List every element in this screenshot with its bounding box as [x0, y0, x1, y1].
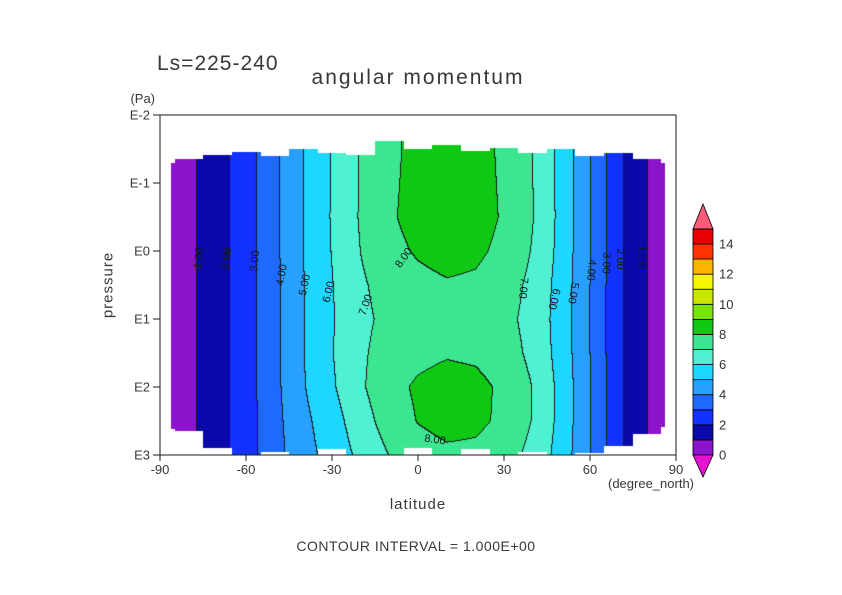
- ls-annotation: Ls=225-240: [157, 52, 279, 75]
- y-tick-label: E2: [134, 379, 150, 395]
- x-tick-label: -30: [322, 462, 342, 477]
- colorbar-segment: [692, 439, 714, 456]
- colorbar-tick-label: 14: [719, 237, 733, 252]
- colorbar-segment: [692, 409, 714, 426]
- x-tick-label: 30: [496, 462, 512, 477]
- y-tick-label: E1: [134, 311, 150, 327]
- latitude-unit-label: (degree_north): [608, 476, 694, 491]
- latitude-axis-label: latitude: [389, 496, 447, 513]
- colorbar-tick-label: 8: [719, 327, 726, 342]
- colorbar-tick-label: 12: [719, 267, 733, 282]
- colorbar-over-arrow: [692, 202, 714, 230]
- colorbar-segment: [692, 258, 714, 275]
- colorbar-segment: [692, 303, 714, 320]
- colorbar-tick-label: 2: [719, 417, 726, 432]
- colorbar-segment: [692, 334, 714, 350]
- colorbar-segment: [692, 379, 714, 396]
- y-tick-label: E3: [134, 447, 150, 463]
- y-tick-label: E-1: [129, 175, 150, 191]
- colorbar-tick-label: 4: [719, 387, 726, 402]
- colorbar-tick-label: 0: [719, 448, 726, 463]
- colorbar: 0 2 4 6 8 10 12 14: [692, 202, 733, 478]
- colorbar-segment: [692, 273, 714, 290]
- colorbar-segment: [692, 349, 714, 365]
- x-tick-label: 0: [414, 462, 422, 477]
- pressure-axis-label: pressure: [99, 251, 117, 319]
- colorbar-segment: [692, 364, 714, 381]
- colorbar-segment: [692, 288, 714, 305]
- colorbar-segment: [692, 424, 714, 441]
- colorbar-segment: [692, 243, 714, 260]
- colorbar-tick-label: 10: [719, 297, 733, 312]
- contour-interval-caption: CONTOUR INTERVAL = 1.000E+00: [296, 538, 536, 554]
- colorbar-under-arrow: [692, 454, 714, 478]
- colorbar-tick-label: 6: [719, 357, 726, 372]
- colorbar-segment: [692, 318, 714, 335]
- colorbar-segment: [692, 394, 714, 411]
- chart-title: angular momentum: [311, 66, 525, 89]
- contour-plot-canvas: [160, 115, 676, 455]
- x-tick-label: 60: [582, 462, 598, 477]
- x-tick-label: -60: [236, 462, 256, 477]
- colorbar-segment-over: [692, 228, 714, 245]
- pressure-unit-label: (Pa): [130, 91, 155, 106]
- y-tick-label: E0: [134, 243, 150, 259]
- x-tick-label: -90: [150, 462, 170, 477]
- y-tick-label: E-2: [129, 107, 150, 123]
- x-tick-label: 90: [668, 462, 684, 477]
